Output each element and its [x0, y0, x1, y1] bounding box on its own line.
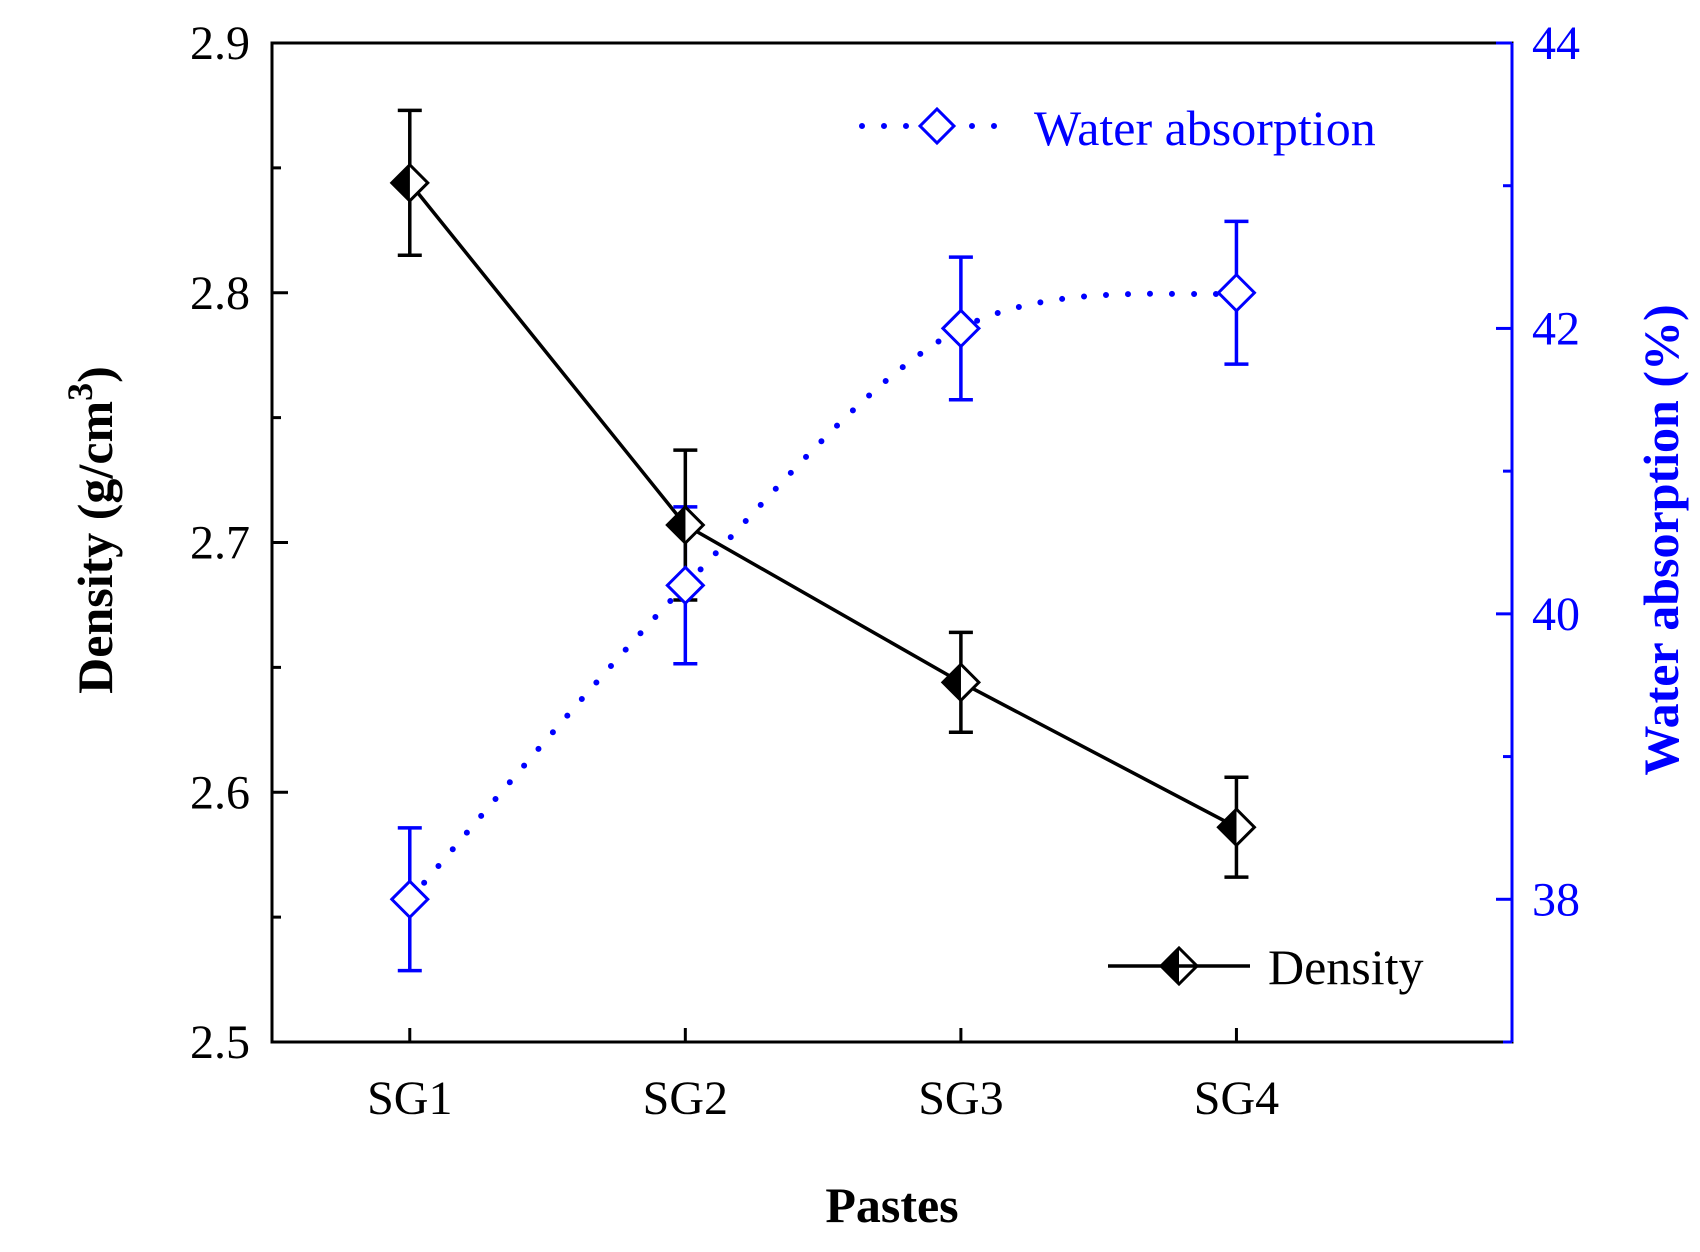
legend-water-marker: [917, 106, 957, 146]
legend-density-label: Density: [1268, 939, 1424, 995]
legend-density: Density: [1108, 939, 1424, 995]
right-y-tick-label: 40: [1532, 588, 1580, 641]
density-point-outline: [1216, 807, 1257, 848]
density-point-right-half: [409, 164, 428, 201]
left-y-axis-title-superscript: 3: [60, 383, 100, 401]
density-point: [1216, 807, 1257, 848]
left-y-tick-label: 2.7: [190, 517, 250, 570]
left-y-axis-title: Density (g/cm3): [60, 366, 123, 694]
water-absorption-point: [1216, 272, 1257, 313]
legend-density-marker: [1158, 945, 1200, 987]
right-y-tick-label: 42: [1532, 302, 1580, 355]
left-y-tick-label: 2.8: [190, 267, 250, 320]
x-tick-label: SG4: [1194, 1072, 1279, 1125]
legend-water-absorption: Water absorption: [859, 100, 1376, 156]
water-absorption-point: [940, 308, 982, 349]
density-point-right-half: [960, 664, 979, 701]
x-tick-label: SG1: [367, 1072, 452, 1125]
right-y-tick-label: 38: [1532, 873, 1580, 926]
water-absorption-point: [665, 565, 706, 606]
density-point-outline: [940, 662, 982, 703]
density-point-left-half: [942, 664, 961, 701]
plot-frame: [270, 41, 1514, 1044]
density-point-outline: [665, 504, 706, 546]
density-point: [389, 162, 430, 203]
legend-water-label: Water absorption: [1034, 100, 1376, 156]
left-y-tick-label: 2.5: [190, 1016, 250, 1069]
x-tick-label: SG2: [643, 1072, 728, 1125]
water-absorption-series-line: [406, 289, 1240, 903]
left-y-tick-label: 2.9: [190, 17, 250, 70]
right-y-axis-title: Water absorption (%): [1633, 304, 1689, 775]
density-point-right-half: [685, 507, 704, 544]
density-point-left-half: [391, 164, 410, 201]
density-point-outline: [389, 162, 430, 203]
density-point-left-half: [1218, 809, 1237, 846]
density-point-left-half: [667, 507, 686, 544]
x-tick-label: SG3: [918, 1072, 1003, 1125]
density-point: [940, 662, 982, 703]
density-point: [665, 504, 706, 546]
density-series-line: [408, 181, 1238, 829]
x-axis-title: Pastes: [825, 1177, 958, 1233]
left-y-tick-label: 2.6: [190, 766, 250, 819]
water-absorption-point: [389, 879, 430, 920]
density-point-right-half: [1236, 809, 1255, 846]
right-y-tick-label: 44: [1532, 17, 1580, 70]
